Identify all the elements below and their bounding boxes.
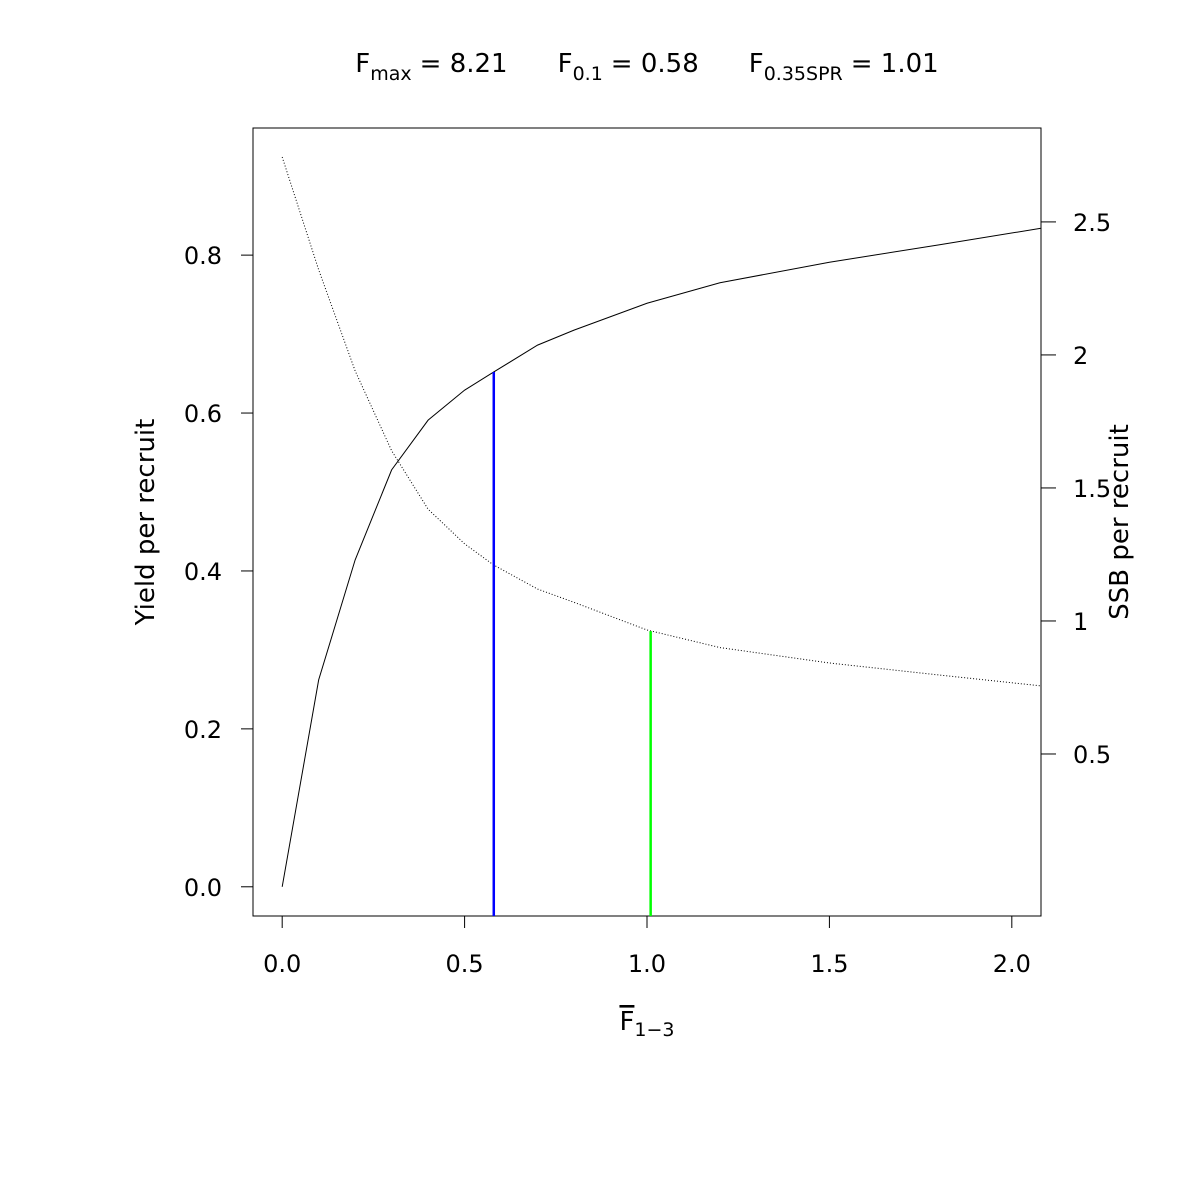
plot-frame (252, 127, 1042, 917)
title-value: = 8.21 (420, 49, 508, 79)
y2-tick-label: 1.5 (1073, 475, 1111, 503)
x-axis-label: F1−3 (619, 1007, 674, 1041)
title-subscript: 0.1 (573, 63, 603, 85)
y2-tick-label: 1 (1073, 608, 1088, 636)
y-axis-label: Yield per recruit (131, 419, 161, 627)
x-tick-label: 1.5 (810, 950, 848, 978)
y-tick-label: 0.8 (184, 242, 222, 270)
series-line (281, 156, 1042, 687)
x-label-subscript: 1−3 (634, 1019, 674, 1041)
x-tick-label: 1.0 (628, 950, 666, 978)
y2-tick-label: 0.5 (1073, 741, 1111, 769)
x-tick-label: 0.0 (263, 950, 301, 978)
x-tick-label: 0.5 (446, 950, 484, 978)
y2-axis-label: SSB per recruit (1105, 424, 1135, 620)
title-value: = 0.58 (611, 49, 699, 79)
x-label-symbol: F (619, 1007, 634, 1037)
chart-title: Fmax = 8.21 F0.1 = 0.58 F0.35SPR = 1.01 (355, 49, 938, 85)
title-symbol: F (749, 49, 764, 79)
title-subscript: 0.35SPR (764, 63, 843, 85)
y-tick-label: 0.0 (184, 874, 222, 902)
title-value: = 1.01 (851, 49, 939, 79)
y-tick-label: 0.4 (184, 558, 222, 586)
title-symbol: F (558, 49, 573, 79)
y2-tick-label: 2 (1073, 342, 1088, 370)
y-tick-label: 0.6 (184, 400, 222, 428)
y2-tick-label: 2.5 (1073, 209, 1111, 237)
title-symbol: F (355, 49, 370, 79)
y-tick-label: 0.2 (184, 716, 222, 744)
title-subscript: max (370, 63, 411, 85)
series-line (281, 227, 1042, 887)
x-tick-label: 2.0 (993, 950, 1031, 978)
